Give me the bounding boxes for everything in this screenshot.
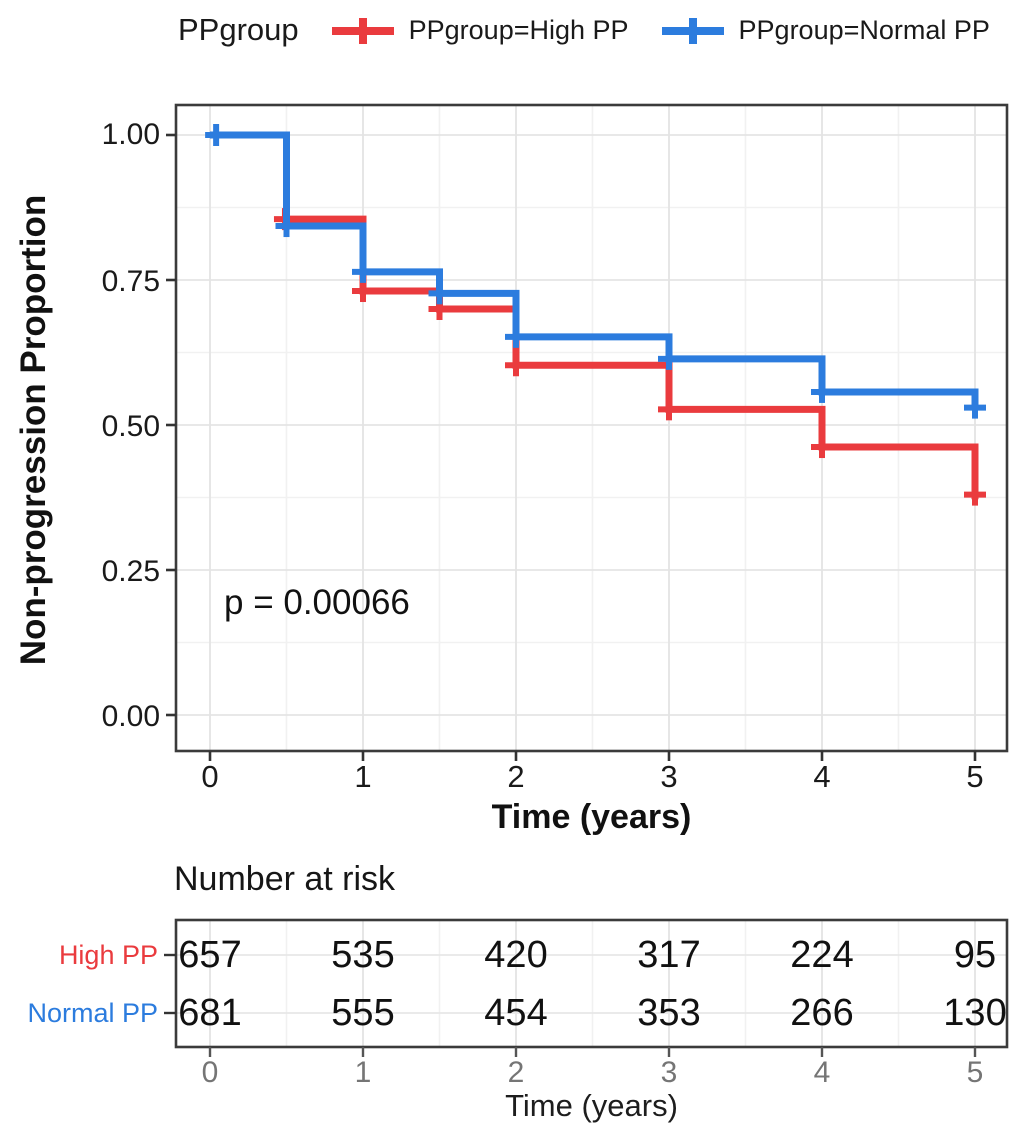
legend-key-high-pp-icon <box>331 18 394 44</box>
risk-cell-normal-t2: 454 <box>484 992 548 1034</box>
risk-x-tick-label-4: 4 <box>813 1056 831 1089</box>
x-tick-label-5: 5 <box>966 759 984 794</box>
pvalue-annotation: p = 0.00066 <box>224 583 410 622</box>
y-axis-title: Non-progression Proportion <box>14 194 53 666</box>
risk-table-title: Number at risk <box>174 860 396 898</box>
x-tick-label-3: 3 <box>660 759 678 794</box>
legend-label-high-pp: PPgroup=High PP <box>408 14 629 45</box>
x-tick-label-2: 2 <box>507 759 525 794</box>
risk-x-tick-label-5: 5 <box>966 1056 984 1089</box>
risk-row-label-high-pp: High PP <box>58 940 158 970</box>
y-tick-label-1.00: 1.00 <box>101 118 160 151</box>
risk-cell-normal-t3: 353 <box>637 992 701 1034</box>
risk-x-tick-label-1: 1 <box>354 1056 372 1089</box>
risk-x-tick-label-3: 3 <box>660 1056 678 1089</box>
y-tick-label-0.00: 0.00 <box>101 700 160 733</box>
risk-cell-normal-t5: 130 <box>943 992 1007 1034</box>
legend-label-normal-pp: PPgroup=Normal PP <box>738 14 990 45</box>
risk-row-label-normal-pp: Normal PP <box>27 998 158 1028</box>
legend-title: PPgroup <box>178 12 299 47</box>
risk-cell-normal-t4: 266 <box>790 992 854 1034</box>
y-tick-label-0.75: 0.75 <box>101 265 160 298</box>
x-axis-title: Time (years) <box>491 798 692 836</box>
legend-key-normal-pp-icon <box>661 18 724 44</box>
risk-x-tick-label-0: 0 <box>201 1056 219 1089</box>
y-tick-label-0.25: 0.25 <box>101 555 160 588</box>
risk-cell-high-t1: 535 <box>331 934 395 976</box>
risk-cell-high-t3: 317 <box>637 934 701 976</box>
risk-x-axis-title: Time (years) <box>505 1088 678 1123</box>
x-tick-label-0: 0 <box>201 759 219 794</box>
risk-cell-normal-t1: 555 <box>331 992 395 1034</box>
risk-cell-high-t0: 657 <box>178 934 242 976</box>
risk-cell-high-t4: 224 <box>790 934 854 976</box>
legend: PPgroup PPgroup=High PP PPgroup=Normal P… <box>178 4 990 56</box>
x-tick-label-1: 1 <box>354 759 372 794</box>
x-tick-label-4: 4 <box>813 759 831 794</box>
y-tick-label-0.50: 0.50 <box>101 410 160 443</box>
risk-cell-normal-t0: 681 <box>178 992 242 1034</box>
risk-x-tick-label-2: 2 <box>507 1056 525 1089</box>
risk-cell-high-t2: 420 <box>484 934 548 976</box>
risk-cell-high-t5: 95 <box>953 934 997 976</box>
